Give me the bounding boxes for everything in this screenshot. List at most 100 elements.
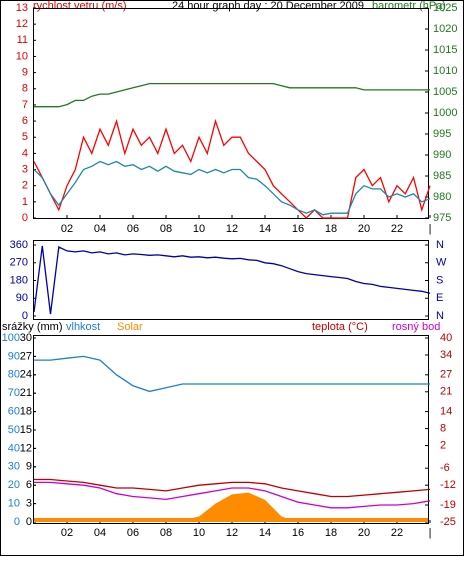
x-tick-label: 16 <box>292 223 304 235</box>
yticks-label: 8 <box>22 83 28 95</box>
y2ticks-label: -25 <box>440 516 456 528</box>
yticks-label: 0 <box>22 212 28 224</box>
x-tick-label: 20 <box>358 527 370 539</box>
x-tick-label: 22 <box>391 223 403 235</box>
yticks-label: 360 <box>10 239 28 251</box>
humidity-label: vlhkost <box>66 321 100 333</box>
y2ticks-label: 8 <box>440 422 446 434</box>
y2ticks-label: 14 <box>440 406 452 418</box>
yticks-label: 270 <box>10 257 28 269</box>
y2ticks-label: -12 <box>440 479 456 491</box>
x-tick-label: 18 <box>325 527 337 539</box>
y2ticks-label: 980 <box>433 191 451 203</box>
y3ticks-label: 18 <box>20 406 32 418</box>
yticks-label: 12 <box>16 18 28 30</box>
yticks-label: 40 <box>8 442 20 454</box>
yticks-label: 7 <box>22 99 28 111</box>
y2ticks-label: 1020 <box>433 23 457 35</box>
x-tick-label: 12 <box>226 223 238 235</box>
series-line <box>33 245 431 315</box>
y2ticks-label: 985 <box>433 170 451 182</box>
y2ticks-label: 27 <box>440 369 452 381</box>
y2ticks-label: 2 <box>440 439 446 451</box>
rain-label: srážky (mm) <box>2 321 63 333</box>
y2ticks-label: 21 <box>440 386 452 398</box>
x-tick-label: 02 <box>61 223 73 235</box>
yticks-label: 1 <box>22 196 28 208</box>
x-tick-label: 06 <box>127 527 139 539</box>
yticks-label: 180 <box>10 274 28 286</box>
y2ticks-label: S <box>436 274 443 286</box>
y2ticks-label: 990 <box>433 149 451 161</box>
yticks-label: 80 <box>8 369 20 381</box>
yticks-label: 0 <box>14 516 20 528</box>
temperature-label: teplota (°C) <box>312 321 368 333</box>
yticks-label: 3 <box>22 163 28 175</box>
x-tick-label: 14 <box>259 527 271 539</box>
series-line <box>33 118 431 219</box>
yticks-label: 20 <box>8 479 20 491</box>
x-tick-label: 04 <box>94 527 106 539</box>
x-tick-label: 08 <box>160 527 172 539</box>
dewpoint-label: rosný bod <box>392 321 440 333</box>
solar-label: Solar <box>117 321 143 333</box>
yticks-label: 10 <box>8 498 20 510</box>
yticks-label: 2 <box>22 180 28 192</box>
yticks-label: 50 <box>8 424 20 436</box>
plot-frame <box>33 8 429 219</box>
y2ticks-label: W <box>436 257 447 269</box>
y2ticks-label: 1000 <box>433 107 457 119</box>
solar-area <box>34 492 430 522</box>
y3ticks-label: 15 <box>20 424 32 436</box>
x-tick-label: 12 <box>226 527 238 539</box>
yticks-label: 11 <box>17 34 28 46</box>
y2ticks-label: 1010 <box>433 65 457 77</box>
y2ticks-label: 1005 <box>433 86 457 98</box>
y2ticks-label: N <box>436 239 444 251</box>
x-tick-label: 10 <box>193 527 205 539</box>
x-tick-label: 20 <box>358 223 370 235</box>
y3ticks-label: 24 <box>20 369 32 381</box>
yticks-label: 30 <box>8 461 20 473</box>
chart-title: 24 hour graph day : 20 December 2009 <box>172 0 364 12</box>
yticks-label: 90 <box>8 350 20 362</box>
y3ticks-label: 3 <box>26 498 32 510</box>
x-tick-label: | <box>429 527 432 539</box>
y3ticks-label: 12 <box>20 442 32 454</box>
y3ticks-label: 30 <box>20 332 32 344</box>
x-tick-label: 18 <box>325 223 337 235</box>
y2ticks-label: -6 <box>440 462 450 474</box>
x-tick-label: 02 <box>61 527 73 539</box>
x-tick-label: | <box>429 223 432 235</box>
yticks-label: 60 <box>8 406 20 418</box>
x-tick-label: 16 <box>292 527 304 539</box>
y2ticks-label: 1015 <box>433 44 457 56</box>
y2ticks-label: 995 <box>433 128 451 140</box>
yticks-label: 9 <box>22 67 28 79</box>
x-tick-label: 06 <box>127 223 139 235</box>
y3ticks-label: 21 <box>20 387 32 399</box>
y2ticks-label: -19 <box>440 499 456 511</box>
y2ticks-label: N <box>436 310 444 322</box>
series-line <box>34 355 430 393</box>
y3ticks-label: 9 <box>26 461 32 473</box>
yticks-label: 70 <box>8 387 20 399</box>
yticks-label: 90 <box>16 292 28 304</box>
x-tick-label: 10 <box>193 223 205 235</box>
x-tick-label: 04 <box>94 223 106 235</box>
yticks-label: 0 <box>22 310 28 322</box>
y2ticks-label: 34 <box>440 349 452 361</box>
barometer-label: barometr (hPa) <box>372 0 446 12</box>
x-tick-label: 14 <box>259 223 271 235</box>
yticks-label: 13 <box>16 2 28 14</box>
series-line <box>33 160 431 216</box>
yticks-label: 6 <box>22 115 28 127</box>
series-line <box>34 478 431 498</box>
yticks-label: 4 <box>22 147 28 159</box>
x-tick-label: 08 <box>160 223 172 235</box>
yticks-label: 5 <box>22 131 28 143</box>
series-line <box>34 481 431 509</box>
y2ticks-label: 1025 <box>433 2 457 14</box>
series-line <box>34 82 430 108</box>
